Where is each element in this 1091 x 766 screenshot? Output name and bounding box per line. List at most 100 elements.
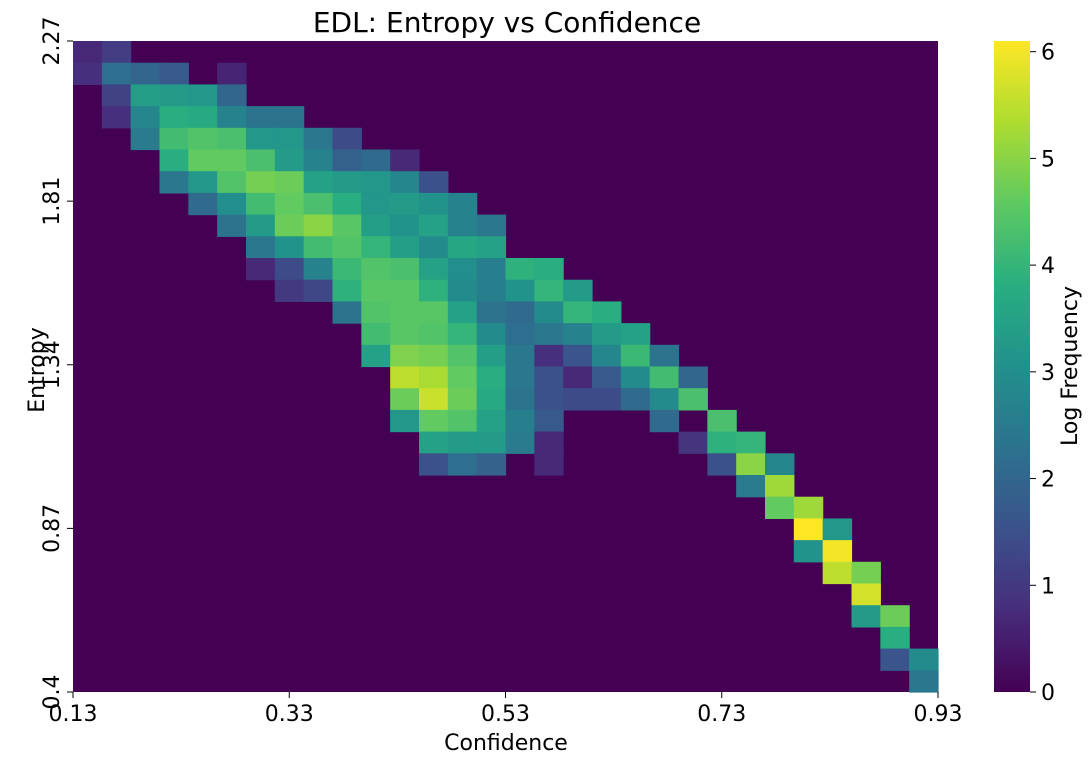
heatmap-cell <box>534 453 564 476</box>
heatmap-cell <box>361 236 391 259</box>
x-tick-label: 0.53 <box>481 702 530 727</box>
heatmap-cell <box>534 388 564 411</box>
heatmap-cell <box>851 583 881 606</box>
chart-title: EDL: Entropy vs Confidence <box>313 6 701 39</box>
heatmap-cell <box>159 149 189 172</box>
heatmap-cell <box>303 279 334 302</box>
heatmap-cell <box>505 323 535 346</box>
heatmap-cell <box>851 561 881 585</box>
heatmap-cell <box>563 366 593 389</box>
heatmap-cell <box>159 127 189 151</box>
heatmap-cell <box>274 149 305 172</box>
heatmap-cell <box>130 62 161 85</box>
heatmap-cell <box>332 279 362 302</box>
heatmap-cell <box>361 171 391 194</box>
heatmap-cell <box>592 388 622 411</box>
heatmap-cell <box>246 236 276 259</box>
heatmap-cell <box>361 344 391 368</box>
heatmap-cell <box>649 409 680 433</box>
heatmap-cell <box>476 344 507 368</box>
heatmap-cell <box>390 279 420 302</box>
heatmap-cell <box>159 171 189 194</box>
colorbar <box>994 41 1030 692</box>
heatmap-cell <box>101 106 132 129</box>
heatmap-cell <box>101 84 132 107</box>
heatmap-cell <box>419 279 449 302</box>
heatmap-cell <box>159 62 189 85</box>
heatmap-cell <box>707 431 737 454</box>
heatmap-cell <box>390 149 420 172</box>
heatmap-cell <box>534 301 564 324</box>
heatmap-cell <box>390 214 420 237</box>
heatmap-cell <box>419 344 449 368</box>
heatmap-cell <box>390 344 420 368</box>
heatmap-cells <box>73 41 939 693</box>
heatmap-cell <box>736 475 766 498</box>
heatmap-cell <box>447 258 478 281</box>
heatmap-cell <box>563 323 593 346</box>
heatmap-cell <box>476 279 507 302</box>
heatmap-cell <box>678 431 708 454</box>
heatmap-cell <box>534 258 564 281</box>
heatmap-cell <box>332 149 362 172</box>
heatmap-cell <box>534 323 564 346</box>
heatmap-cell <box>880 605 910 628</box>
heatmap-cell <box>563 388 593 411</box>
heatmap-cell <box>217 214 247 237</box>
heatmap-cell <box>707 453 737 476</box>
heatmap-cell <box>765 453 795 476</box>
heatmap-cell <box>909 670 939 693</box>
heatmap-cell <box>447 431 478 454</box>
heatmap-cell <box>361 301 391 324</box>
heatmap-cell <box>505 409 535 433</box>
heatmap-cell <box>736 431 766 454</box>
heatmap-cell <box>534 344 564 368</box>
heatmap-cell <box>217 192 247 216</box>
colorbar-axis: 0 1 2 3 4 5 6 <box>1030 41 1055 706</box>
heatmap-cell <box>793 518 824 541</box>
y-tick-label: 0.87 <box>40 504 65 553</box>
y-axis-label: Entropy <box>25 327 50 412</box>
heatmap-cell <box>447 366 478 389</box>
colorbar-tick-label: 5 <box>1041 147 1055 172</box>
heatmap-cell <box>332 192 362 216</box>
heatmap-cell <box>390 323 420 346</box>
y-tick-label: 2.27 <box>40 17 65 66</box>
heatmap-cell <box>419 258 449 281</box>
heatmap-cell <box>793 540 824 563</box>
heatmap-cell <box>649 366 680 389</box>
heatmap-cell <box>217 127 247 151</box>
heatmap-cell <box>649 388 680 411</box>
x-tick-label: 0.33 <box>265 702 314 727</box>
heatmap-cell <box>419 301 449 324</box>
heatmap-cell <box>505 258 535 281</box>
heatmap-cell <box>678 388 708 411</box>
heatmap-cell <box>419 192 449 216</box>
heatmap-cell <box>390 171 420 194</box>
heatmap-cell <box>909 648 939 671</box>
heatmap-cell <box>447 453 478 476</box>
heatmap-cell <box>274 258 305 281</box>
heatmap-cell <box>649 344 680 368</box>
heatmap-cell <box>592 323 622 346</box>
heatmap-cell <box>620 344 651 368</box>
heatmap-cell <box>447 323 478 346</box>
heatmap-cell <box>707 409 737 433</box>
heatmap-cell <box>159 84 189 107</box>
heatmap-cell <box>620 366 651 389</box>
heatmap-cell <box>534 431 564 454</box>
heatmap-cell <box>73 41 103 64</box>
heatmap-cell <box>188 106 218 129</box>
heatmap-cell <box>822 518 853 541</box>
x-tick-label: 0.93 <box>914 702 963 727</box>
heatmap-cell <box>246 171 276 194</box>
heatmap-cell <box>390 236 420 259</box>
heatmap-cell <box>447 388 478 411</box>
heatmap-cell <box>361 192 391 216</box>
heatmap-cell <box>390 301 420 324</box>
heatmap-cell <box>880 648 910 671</box>
heatmap-cell <box>274 192 305 216</box>
heatmap-cell <box>505 431 535 454</box>
heatmap-cell <box>274 127 305 151</box>
heatmap-cell <box>476 258 507 281</box>
